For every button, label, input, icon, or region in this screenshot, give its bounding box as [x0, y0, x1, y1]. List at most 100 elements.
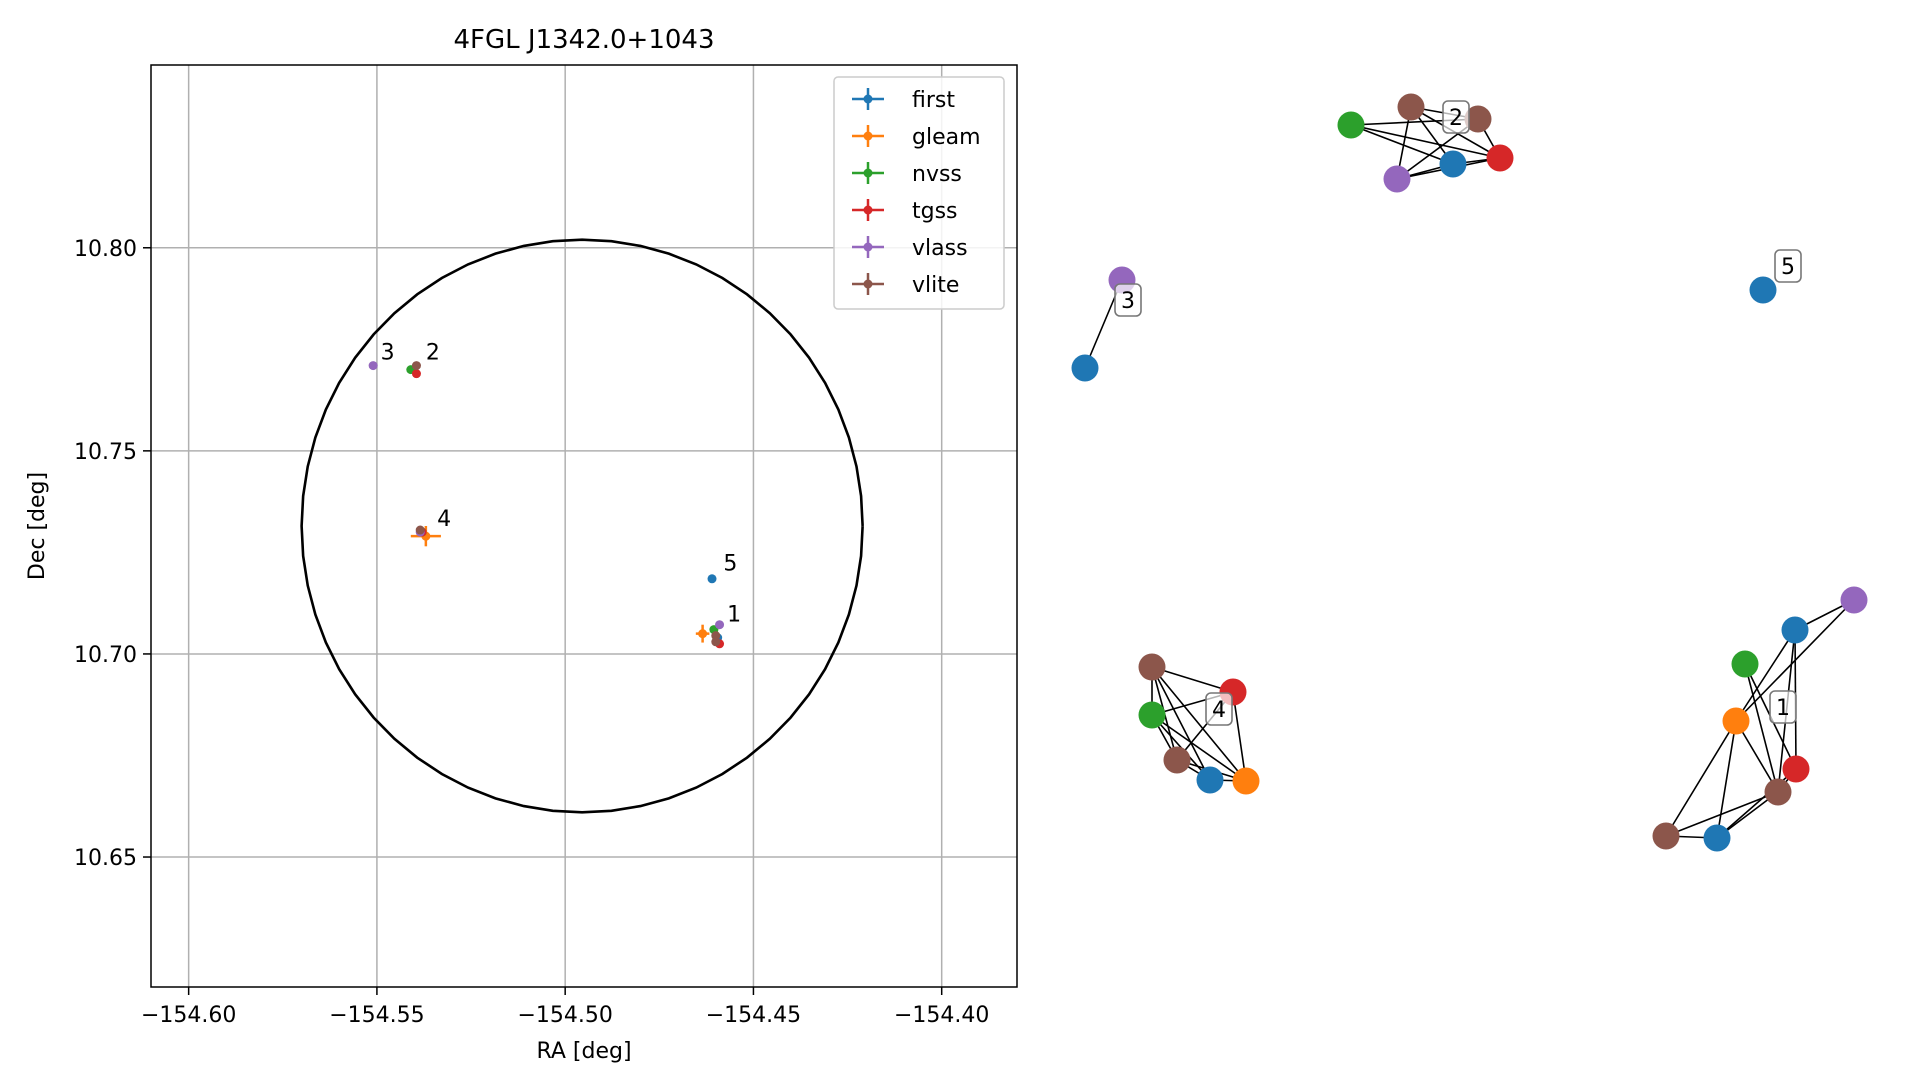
network-node-vlite	[1397, 93, 1425, 121]
cluster-annotation: 2	[426, 340, 440, 365]
x-axis-label: RA [deg]	[536, 1039, 631, 1064]
axes-frame	[150, 64, 1018, 988]
network-node-vlite	[1652, 822, 1680, 850]
points-layer	[368, 361, 725, 649]
legend-entry-nvss: nvss	[852, 162, 962, 187]
legend-entry-vlite: vlite	[852, 273, 959, 298]
cluster-label-text: 3	[1121, 289, 1135, 314]
network-node-vlass	[1383, 165, 1411, 193]
cluster-label-box	[1205, 692, 1233, 726]
cluster-label-text: 4	[1212, 698, 1226, 723]
network-node-tgss	[1486, 144, 1514, 172]
annotation-layer: 1 2 3 4 5	[381, 340, 741, 627]
legend-marker	[863, 168, 873, 178]
legend: first gleam nvss tgss vlass vlite	[833, 76, 1005, 310]
chart-title: 4FGL J1342.0+1043	[454, 25, 715, 55]
legend-entry-first: first	[852, 88, 955, 113]
cluster-label-3: 3	[1114, 283, 1142, 317]
network-node-gleam	[1722, 707, 1750, 735]
y-tick-label: 10.65	[74, 846, 137, 871]
network-node-first	[1703, 824, 1731, 852]
legend-marker	[863, 131, 873, 141]
legend-label: nvss	[912, 162, 962, 187]
cluster-annotation: 1	[727, 602, 741, 627]
x-tick-label: −154.45	[706, 1003, 801, 1028]
cluster-label-4: 4	[1205, 692, 1233, 726]
cluster-label-box	[1114, 283, 1142, 317]
network-edge	[1151, 666, 1234, 693]
cluster-label-box	[1769, 690, 1797, 724]
nodes-layer	[1071, 93, 1868, 852]
y-tick-label: 10.80	[74, 237, 137, 262]
x-tick-label: −154.60	[141, 1003, 236, 1028]
network-edge	[1665, 720, 1737, 837]
legend-entry-vlass: vlass	[852, 236, 968, 261]
data-point-tgss	[411, 369, 421, 379]
legend-entry-tgss: tgss	[852, 199, 958, 224]
y-tick-label: 10.70	[74, 643, 137, 668]
cluster-annotation: 3	[381, 340, 395, 365]
network-node-gleam	[1232, 767, 1260, 795]
y-tick-label: 10.75	[74, 440, 137, 465]
network-node-nvss	[1337, 111, 1365, 139]
network-node-vlite	[1163, 746, 1191, 774]
legend-marker	[863, 279, 873, 289]
ticks-layer: −154.60 −154.55 −154.50 −154.45 −154.40 10.65…	[74, 237, 989, 1028]
network-edge	[1151, 666, 1247, 782]
cluster-label-box	[1442, 100, 1470, 134]
network-panel: 1 2 3 4 5	[1071, 93, 1868, 852]
network-node-vlite	[1138, 653, 1166, 681]
network-node-first	[1749, 276, 1777, 304]
data-point-gleam	[695, 624, 710, 643]
network-node-first	[1196, 766, 1224, 794]
network-edge	[1744, 663, 1779, 793]
network-edge	[1716, 720, 1737, 839]
cluster-label-text: 5	[1781, 255, 1795, 280]
cluster-annotation: 4	[437, 507, 451, 532]
network-edge	[1735, 629, 1796, 722]
error-ellipse	[300, 238, 864, 814]
network-node-first	[1439, 150, 1467, 178]
cluster-label-2: 2	[1442, 100, 1470, 134]
legend-label: first	[912, 88, 955, 113]
y-axis-label: Dec [deg]	[25, 472, 50, 580]
network-node-nvss	[1731, 650, 1759, 678]
network-node-nvss	[1138, 701, 1166, 729]
network-node-tgss	[1782, 755, 1810, 783]
data-point-vlass	[368, 361, 378, 371]
network-edge	[1232, 691, 1247, 782]
data-point-vlite	[711, 637, 721, 647]
network-edge	[1151, 666, 1211, 781]
cluster-label-text: 2	[1449, 106, 1463, 131]
legend-label: tgss	[912, 199, 958, 224]
cluster-label-text: 1	[1776, 696, 1790, 721]
data-point-gleam	[410, 526, 441, 547]
legend-label: gleam	[912, 125, 981, 150]
x-tick-label: −154.50	[517, 1003, 612, 1028]
legend-label: vlass	[912, 236, 968, 261]
network-node-vlite	[1764, 778, 1792, 806]
x-tick-label: −154.55	[329, 1003, 424, 1028]
cluster-label-1: 1	[1769, 690, 1797, 724]
cluster-labels-layer: 1 2 3 4 5	[1114, 100, 1802, 726]
cluster-annotation: 5	[723, 552, 737, 577]
scatter-panel: 1 2 3 4 5 −154.60 −154.55 −154.50 −154.45 −154.4…	[25, 25, 1018, 1064]
legend-label: vlite	[912, 273, 959, 298]
network-node-first	[1781, 616, 1809, 644]
data-point-vlite	[411, 361, 421, 371]
network-edge	[1151, 714, 1247, 782]
data-point-vlite	[415, 525, 425, 535]
network-edge	[1350, 124, 1454, 165]
legend-marker	[863, 205, 873, 215]
network-node-first	[1071, 354, 1099, 382]
cluster-label-5: 5	[1774, 249, 1802, 283]
network-node-vlite	[1464, 105, 1492, 133]
data-point-first	[707, 574, 717, 584]
network-edge	[1665, 791, 1779, 837]
legend-marker	[863, 94, 873, 104]
legend-marker	[863, 242, 873, 252]
circle-layer	[300, 238, 864, 814]
network-node-vlass	[1840, 586, 1868, 614]
cluster-label-box	[1774, 249, 1802, 283]
